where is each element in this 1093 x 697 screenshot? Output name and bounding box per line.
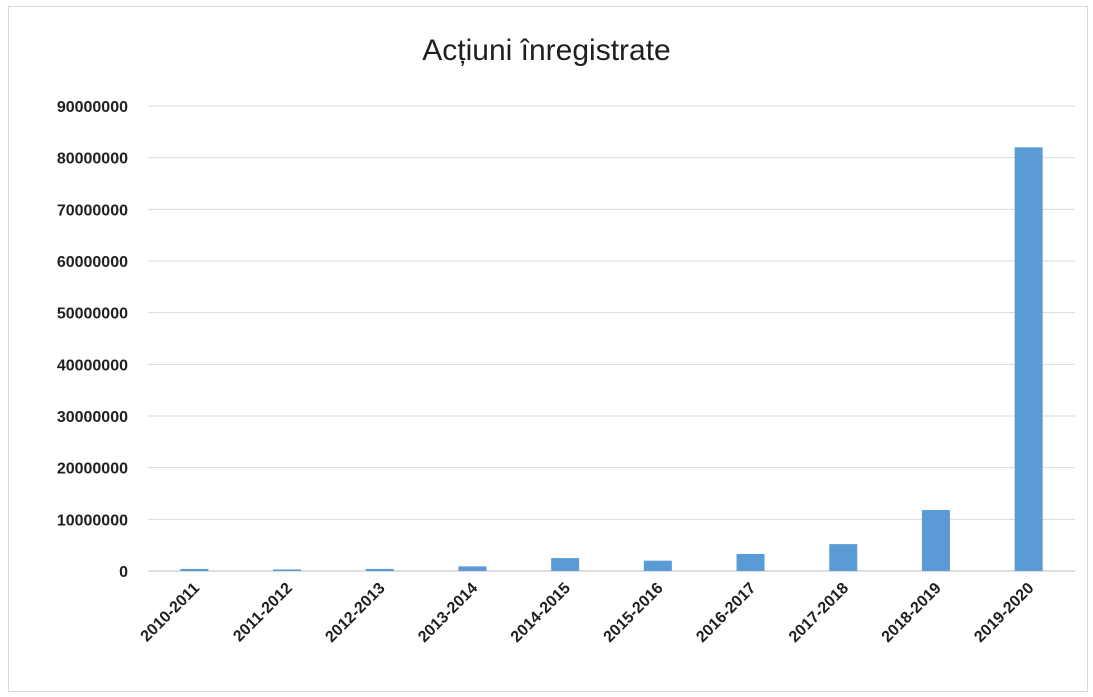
y-tick-label: 10000000: [57, 512, 128, 529]
x-tick-label: 2016-2017: [693, 580, 759, 646]
x-tick-label: 2017-2018: [786, 580, 852, 646]
bar-2012-2013: [365, 568, 394, 571]
y-tick-label: 80000000: [57, 151, 128, 168]
bar-2011-2012: [273, 569, 302, 571]
bar-2013-2014: [458, 566, 487, 571]
bar-2019-2020: [1014, 147, 1043, 572]
y-tick-label: 50000000: [57, 306, 128, 323]
x-tick-label: 2018-2019: [879, 580, 945, 646]
y-tick-label: 20000000: [57, 461, 128, 478]
y-tick-label: 60000000: [57, 254, 128, 271]
x-tick-label: 2010-2011: [138, 580, 204, 646]
y-tick-label: 90000000: [57, 99, 128, 116]
y-tick-label: 70000000: [57, 202, 128, 219]
x-tick-label: 2011-2012: [230, 580, 296, 646]
bar-2014-2015: [551, 558, 580, 571]
bar-2016-2017: [736, 553, 765, 571]
chart-title: Acțiuni înregistrate: [422, 34, 671, 67]
x-tick-label: 2019-2020: [971, 580, 1037, 646]
bar-2015-2016: [643, 560, 672, 571]
bar-2017-2018: [829, 544, 858, 571]
y-tick-label: 40000000: [57, 357, 128, 374]
y-tick-label: 30000000: [57, 409, 128, 426]
x-tick-label: 2014-2015: [508, 580, 574, 646]
chart-frame: [8, 6, 1088, 692]
x-tick-label: 2012-2013: [322, 580, 388, 646]
bar-2018-2019: [921, 510, 950, 571]
bar-2010-2011: [180, 568, 209, 571]
x-tick-label: 2013-2014: [415, 580, 481, 646]
y-tick-label: 0: [119, 564, 128, 581]
x-tick-label: 2015-2016: [601, 580, 667, 646]
